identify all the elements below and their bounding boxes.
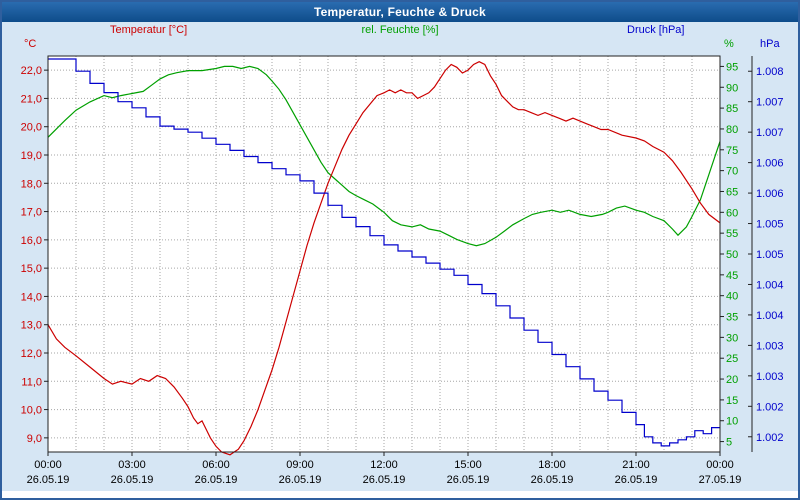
temperature-tick-label: 11,0 <box>21 376 42 388</box>
humidity-tick-label: 25 <box>726 353 738 365</box>
temperature-tick-label: 10,0 <box>21 405 42 417</box>
legend-pressure-label: Druck [hPa] <box>627 24 685 36</box>
temperature-tick-label: 18,0 <box>21 178 42 190</box>
date-label: 26.05.19 <box>447 474 490 486</box>
humidity-tick-label: 80 <box>726 124 738 136</box>
pressure-tick-label: 1.005 <box>756 249 784 261</box>
humidity-tick-label: 5 <box>726 437 732 449</box>
pressure-tick-label: 1.003 <box>756 371 784 383</box>
date-label: 26.05.19 <box>195 474 238 486</box>
humidity-tick-label: 10 <box>726 416 738 428</box>
pressure-tick-label: 1.006 <box>756 188 784 200</box>
humidity-tick-label: 55 <box>726 228 738 240</box>
pressure-tick-label: 1.004 <box>756 310 784 322</box>
pressure-tick-label: 1.008 <box>756 66 784 78</box>
temperature-tick-label: 17,0 <box>21 207 42 219</box>
pressure-series-line <box>48 58 720 447</box>
humidity-series-line <box>47 65 721 247</box>
pressure-tick-label: 1.006 <box>756 158 784 170</box>
pressure-tick-label: 1.002 <box>756 401 784 413</box>
time-label: 03:00 <box>118 459 146 471</box>
temperature-tick-label: 20,0 <box>21 122 42 134</box>
humidity-axis-unit: % <box>724 38 734 50</box>
time-label: 12:00 <box>370 459 398 471</box>
humidity-tick-label: 70 <box>726 166 738 178</box>
time-label: 00:00 <box>706 459 734 471</box>
pressure-tick-label: 1.007 <box>756 97 784 109</box>
humidity-tick-label: 20 <box>726 374 738 386</box>
pressure-tick-label: 1.007 <box>756 127 784 139</box>
chart-canvas: 22,0 21,0 20,0 19,0 18,0 17,0 16,0 15,0 14,0 13,0… <box>21 55 784 486</box>
temperature-axis-unit: °C <box>24 38 37 50</box>
legend-temperature-label: Temperatur [°C] <box>110 24 188 36</box>
date-label: 26.05.19 <box>531 474 574 486</box>
date-label: 26.05.19 <box>615 474 658 486</box>
temperature-tick-label: 15,0 <box>21 263 42 275</box>
time-label: 18:00 <box>538 459 566 471</box>
humidity-tick-label: 85 <box>726 103 738 115</box>
pressure-tick-label: 1.004 <box>756 279 784 291</box>
humidity-tick-label: 65 <box>726 186 738 198</box>
window-titlebar[interactable]: Temperatur, Feuchte & Druck <box>2 2 798 22</box>
humidity-tick-label: 90 <box>726 82 738 94</box>
temperature-tick-label: 16,0 <box>21 235 42 247</box>
date-label: 27.05.19 <box>699 474 742 486</box>
humidity-tick-label: 75 <box>726 145 738 157</box>
time-label: 06:00 <box>202 459 230 471</box>
time-label: 15:00 <box>454 459 482 471</box>
humidity-tick-label: 95 <box>726 61 738 73</box>
date-label: 26.05.19 <box>363 474 406 486</box>
temperature-tick-label: 13,0 <box>21 320 42 332</box>
humidity-tick-label: 40 <box>726 291 738 303</box>
pressure-tick-label: 1.003 <box>756 340 784 352</box>
temperature-series-line <box>47 61 721 456</box>
temperature-tick-label: 12,0 <box>21 348 42 360</box>
temperature-tick-label: 22,0 <box>21 65 42 77</box>
window-title: Temperatur, Feuchte & Druck <box>314 5 486 19</box>
time-label: 00:00 <box>34 459 62 471</box>
chart-panel: 22,0 21,0 20,0 19,0 18,0 17,0 16,0 15,0 14,0 13,0… <box>2 22 798 498</box>
bottom-strip <box>2 491 798 498</box>
humidity-tick-label: 15 <box>726 395 738 407</box>
temperature-tick-label: 19,0 <box>21 150 42 162</box>
date-label: 26.05.19 <box>279 474 322 486</box>
temperature-tick-label: 9,0 <box>27 433 42 445</box>
legend-humidity-label: rel. Feuchte [%] <box>361 24 439 36</box>
humidity-tick-label: 45 <box>726 270 738 282</box>
humidity-tick-label: 50 <box>726 249 738 261</box>
pressure-tick-label: 1.002 <box>756 432 784 444</box>
date-label: 26.05.19 <box>111 474 154 486</box>
humidity-tick-label: 60 <box>726 207 738 219</box>
pressure-tick-label: 1.005 <box>756 219 784 231</box>
time-label: 09:00 <box>286 459 314 471</box>
humidity-tick-label: 35 <box>726 312 738 324</box>
temperature-tick-label: 14,0 <box>21 291 42 303</box>
time-label: 21:00 <box>622 459 650 471</box>
pressure-axis-unit: hPa <box>760 38 780 50</box>
temperature-tick-label: 21,0 <box>21 93 42 105</box>
humidity-tick-label: 30 <box>726 332 738 344</box>
date-label: 26.05.19 <box>27 474 70 486</box>
